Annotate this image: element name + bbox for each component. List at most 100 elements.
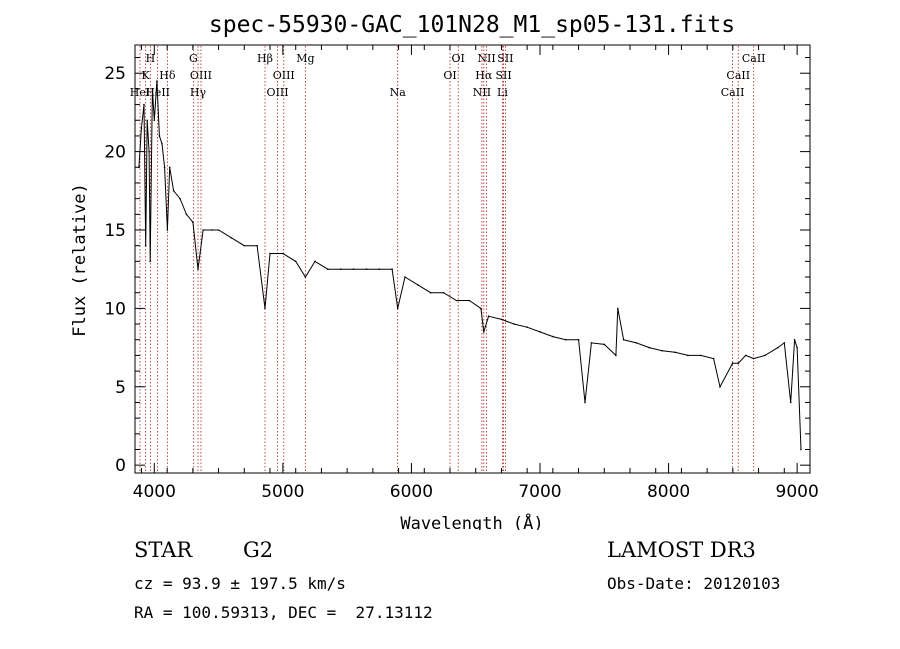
line-label-12: Na bbox=[390, 86, 407, 99]
data-point-0-4 bbox=[146, 119, 149, 122]
line-label-15: NII bbox=[477, 52, 495, 65]
obs-date: Obs-Date: 20120103 bbox=[607, 574, 781, 593]
data-point-0-57 bbox=[603, 343, 606, 346]
data-point-0-34 bbox=[352, 268, 355, 270]
data-point-0-75 bbox=[783, 342, 786, 344]
coordinates: RA = 100.59313, DEC = 27.13112 bbox=[134, 603, 433, 622]
data-point-0-32 bbox=[327, 268, 329, 270]
data-point-0-37 bbox=[391, 268, 393, 270]
data-point-0-18 bbox=[192, 221, 194, 223]
line-label-14: OI bbox=[443, 69, 456, 82]
line-label-23: CaII bbox=[721, 86, 745, 99]
data-point-0-40 bbox=[417, 284, 419, 286]
data-point-0-71 bbox=[744, 354, 747, 357]
line-label-7: Hγ bbox=[190, 86, 207, 99]
object-subclass: G2 bbox=[243, 538, 274, 562]
data-point-0-50 bbox=[526, 326, 528, 328]
y-tick-label-3: 15 bbox=[104, 221, 126, 241]
data-point-0-15 bbox=[172, 190, 175, 192]
line-label-11: Mg bbox=[296, 52, 314, 65]
data-point-0-11 bbox=[161, 142, 163, 145]
data-point-0-1 bbox=[140, 127, 143, 129]
line-label-8: Hβ bbox=[257, 52, 273, 65]
series-line-0 bbox=[138, 81, 802, 450]
data-point-0-47 bbox=[487, 315, 490, 318]
data-point-0-67 bbox=[712, 357, 715, 360]
line-label-2: Hδ bbox=[159, 69, 176, 82]
data-point-0-14 bbox=[168, 166, 171, 169]
x-tick-label-0: 4000 bbox=[133, 482, 176, 502]
spectral-line-markers: HK HδHeIHeIIGOIIIHγHβOIIIOIIIMgNaOIOINIIH… bbox=[130, 46, 766, 472]
data-point-0-77 bbox=[793, 338, 796, 341]
spectrum-chart: spec-55930-GAC_101N28_M1_sp05-131.fits H… bbox=[70, 12, 819, 534]
data-point-0-6 bbox=[149, 260, 151, 263]
data-point-0-64 bbox=[674, 351, 676, 354]
data-point-0-39 bbox=[404, 276, 406, 278]
data-point-0-52 bbox=[552, 335, 554, 338]
data-point-0-21 bbox=[211, 229, 213, 231]
data-point-0-13 bbox=[166, 229, 169, 231]
line-label-22: CaII bbox=[726, 69, 750, 82]
x-tick-label-4: 8000 bbox=[647, 482, 690, 502]
data-point-0-25 bbox=[256, 244, 258, 247]
line-label-1: K bbox=[142, 69, 151, 82]
line-label-21: CaII bbox=[742, 52, 766, 65]
data-point-0-46 bbox=[483, 331, 485, 333]
data-point-0-38 bbox=[396, 307, 399, 310]
data-point-0-36 bbox=[378, 268, 381, 270]
x-tick-label-1: 5000 bbox=[261, 482, 304, 502]
data-point-0-7 bbox=[151, 88, 154, 90]
data-point-0-48 bbox=[500, 318, 503, 321]
line-label-20: Li bbox=[497, 86, 508, 99]
data-point-0-26 bbox=[264, 307, 266, 310]
data-point-0-76 bbox=[789, 401, 792, 404]
data-point-0-28 bbox=[282, 252, 284, 255]
y-tick-label-2: 10 bbox=[104, 299, 126, 319]
data-point-0-51 bbox=[539, 331, 541, 333]
data-point-0-56 bbox=[590, 342, 593, 344]
y-tick-label-5: 25 bbox=[104, 64, 126, 84]
line-label-10: OIII bbox=[267, 86, 289, 99]
data-point-0-27 bbox=[269, 252, 271, 255]
x-axis-label: Wavelength (Å) bbox=[400, 512, 543, 530]
line-label-18: SII bbox=[497, 52, 513, 65]
x-axis-ticks: 4000 5000 6000 7000 8000 9000 bbox=[133, 45, 819, 502]
data-point-0-29 bbox=[294, 260, 297, 263]
data-point-0-17 bbox=[185, 213, 188, 216]
data-point-0-58 bbox=[615, 354, 617, 357]
data-point-0-12 bbox=[163, 166, 166, 169]
x-tick-label-3: 7000 bbox=[518, 482, 561, 502]
chart-title: spec-55930-GAC_101N28_M1_sp05-131.fits bbox=[209, 12, 735, 38]
data-point-0-72 bbox=[752, 357, 755, 360]
data-point-0-70 bbox=[737, 362, 740, 365]
data-point-0-73 bbox=[764, 354, 766, 357]
redshift-cz: cz = 93.9 ± 197.5 km/s bbox=[134, 574, 346, 593]
data-point-0-45 bbox=[480, 307, 482, 310]
data-point-0-20 bbox=[202, 229, 204, 231]
line-label-16: Hα bbox=[475, 69, 493, 82]
data-point-0-33 bbox=[339, 268, 342, 270]
line-label-17: NII bbox=[473, 86, 491, 99]
y-axis-ticks: 0 5 10 15 20 25 bbox=[104, 57, 810, 476]
line-label-19: SII bbox=[495, 69, 511, 82]
data-point-0-30 bbox=[304, 276, 307, 278]
data-point-0-65 bbox=[687, 354, 689, 357]
data-point-0-49 bbox=[513, 323, 516, 325]
line-label-13: OI bbox=[452, 52, 465, 65]
data-point-0-79 bbox=[800, 448, 802, 451]
plot-frame bbox=[134, 44, 811, 474]
data-point-0-61 bbox=[635, 342, 638, 344]
data-point-0-35 bbox=[365, 268, 368, 270]
data-point-0-16 bbox=[179, 197, 181, 200]
data-point-0-55 bbox=[584, 401, 586, 404]
survey-name: LAMOST DR3 bbox=[607, 538, 756, 562]
data-point-0-44 bbox=[468, 299, 471, 302]
line-label-5: G bbox=[189, 52, 198, 65]
data-point-0-59 bbox=[616, 307, 619, 310]
y-tick-label-0: 0 bbox=[115, 456, 126, 476]
y-axis-label: Flux (relative) bbox=[70, 183, 90, 337]
y-tick-label-4: 20 bbox=[104, 143, 126, 163]
data-point-0-68 bbox=[719, 385, 721, 388]
data-point-0-23 bbox=[230, 237, 233, 239]
line-label-6: OIII bbox=[190, 69, 212, 82]
